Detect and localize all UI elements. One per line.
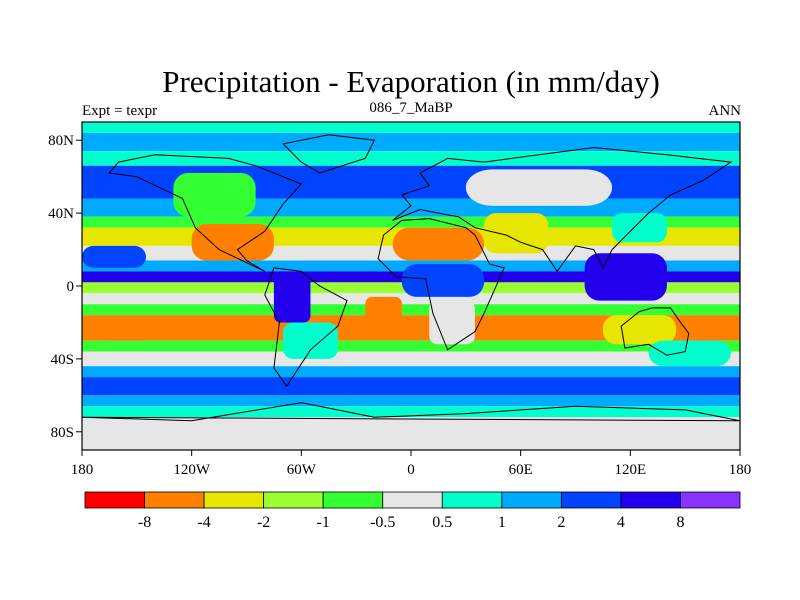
zonal-band-5 xyxy=(82,216,740,228)
region-0 xyxy=(173,173,256,217)
y-tick-label-1: 40N xyxy=(48,206,74,222)
zonal-band-2 xyxy=(82,151,740,166)
region-1 xyxy=(191,224,274,261)
y-tick-label-0: 80N xyxy=(48,133,74,149)
zonal-band-19 xyxy=(82,406,740,418)
colorbar-swatch-9 xyxy=(620,491,681,509)
x-tick-label-0: 180 xyxy=(71,462,94,478)
coastlines xyxy=(82,134,740,422)
zonal-band-17 xyxy=(82,377,740,396)
zonal-band-20 xyxy=(82,417,740,450)
zonal-band-15 xyxy=(82,351,740,367)
coastline-5 xyxy=(620,307,690,356)
region-10 xyxy=(612,213,667,243)
colorbar-swatch-2 xyxy=(203,491,265,509)
x-tick-label-1: 120W xyxy=(173,462,211,478)
x-tick-label-4: 60E xyxy=(509,462,533,478)
coastline-4 xyxy=(392,146,733,273)
colorbar-swatch-7 xyxy=(501,491,562,509)
colorbar-swatch-4 xyxy=(322,491,384,509)
experiment-label: Expt = texpr xyxy=(82,103,157,119)
colorbar-swatch-1 xyxy=(144,491,205,509)
colorbar-label-2: -2 xyxy=(257,514,270,531)
region-2 xyxy=(273,271,311,323)
chart-title: Precipitation - Evaporation (in mm/day) xyxy=(162,64,660,99)
zonal-band-16 xyxy=(82,366,740,378)
y-tick-label-2: 0 xyxy=(67,279,75,295)
colorbar-label-8: 4 xyxy=(617,514,625,531)
colorbar-label-5: 0.5 xyxy=(432,514,452,531)
y-axis: 80N 40N 0 40S 80S xyxy=(48,133,82,441)
y-tick-label-4: 80S xyxy=(51,425,74,441)
x-axis: 180 120W 60W 0 60E 120E 180 xyxy=(71,450,752,478)
coastline-2 xyxy=(282,134,376,174)
y-tick-label-3: 40S xyxy=(51,352,74,368)
region-4 xyxy=(392,227,485,261)
region-12 xyxy=(602,315,677,345)
map-field xyxy=(82,122,740,450)
colorbar-label-1: -4 xyxy=(197,514,210,531)
colorbar-label-6: 1 xyxy=(498,514,506,531)
run-label: 086_7_MaBP xyxy=(369,100,452,116)
x-tick-label-3: 0 xyxy=(407,462,415,478)
colorbar-swatch-6 xyxy=(441,491,503,509)
region-11 xyxy=(584,253,667,301)
coastline-3 xyxy=(377,218,505,351)
colorbar-swatch-5 xyxy=(382,491,443,509)
x-tick-label-5: 120E xyxy=(614,462,646,478)
colorbar-label-9: 8 xyxy=(676,514,684,531)
season-label: ANN xyxy=(709,103,742,119)
colorbar-label-7: 2 xyxy=(557,514,565,531)
region-8 xyxy=(484,213,549,254)
coastline-0 xyxy=(108,154,303,272)
colorbar-swatch-0 xyxy=(84,491,145,509)
colorbar-label-4: -0.5 xyxy=(370,514,395,531)
colorbar: -8 -4 -2 -1 -0.5 0.5 1 2 4 8 xyxy=(84,491,741,531)
colorbar-label-3: -1 xyxy=(317,514,330,531)
region-13 xyxy=(648,340,731,367)
colorbar-label-0: -8 xyxy=(138,514,151,531)
x-tick-label-6: 180 xyxy=(729,462,752,478)
region-7 xyxy=(365,296,402,330)
zonal-band-0 xyxy=(82,122,740,133)
coastline-6 xyxy=(82,402,740,422)
region-5 xyxy=(401,264,485,297)
x-tick-label-2: 60W xyxy=(287,462,317,478)
zonal-band-11 xyxy=(82,293,740,305)
zonal-band-1 xyxy=(82,132,740,152)
colorbar-swatch-3 xyxy=(263,491,324,509)
region-14 xyxy=(100,318,156,341)
zonal-band-14 xyxy=(82,340,740,352)
coastline-1 xyxy=(264,267,348,388)
region-15 xyxy=(82,245,146,268)
zonal-band-18 xyxy=(82,395,740,407)
colorbar-swatch-10 xyxy=(680,491,741,509)
zonal-band-12 xyxy=(82,304,740,316)
region-3 xyxy=(283,322,338,359)
region-9 xyxy=(465,169,613,206)
colorbar-swatch-8 xyxy=(560,491,622,509)
